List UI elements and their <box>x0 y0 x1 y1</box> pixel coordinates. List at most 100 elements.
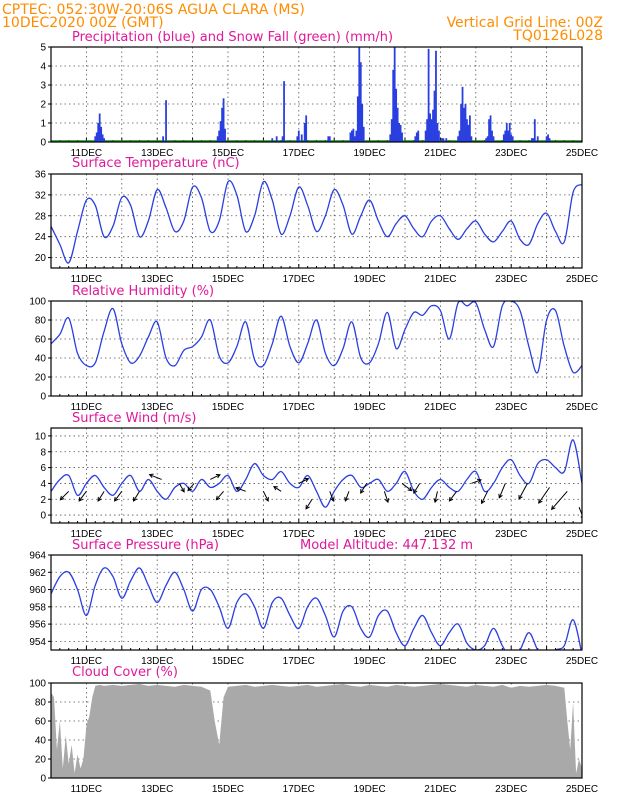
humidity-ytick-label: 100 <box>29 297 46 308</box>
cloud-xtick-label: 23DEC <box>495 784 527 795</box>
pressure-frame <box>50 554 583 651</box>
pressure-xtick-label: 23DEC <box>495 656 527 667</box>
wind-panel: Surface Wind (m/s) 0 2 4 6 8 10 11DEC 13DEC 15DEC… <box>35 411 598 540</box>
precip-bar <box>432 109 434 142</box>
precip-bar <box>436 123 439 142</box>
precip-ytick-label: 3 <box>40 81 46 92</box>
wind-xtick-label: 23DEC <box>495 529 527 540</box>
precip-bar <box>504 130 507 142</box>
precip-bar <box>218 130 221 142</box>
temperature-ytick-label: 28 <box>35 211 47 222</box>
precip-bar <box>536 136 539 142</box>
precip-bar <box>491 130 493 142</box>
cloud-ytick-label: 20 <box>35 755 47 766</box>
precip-bar <box>349 132 352 142</box>
cloud-cover-area <box>51 684 582 778</box>
temperature-title: Surface Temperature (nC) <box>72 156 240 171</box>
precip-xtick-label: 23DEC <box>495 148 527 159</box>
wind-vector-arrow <box>187 483 195 492</box>
wind-vector-arrow <box>132 491 140 502</box>
wind-vector-arrow <box>78 491 87 502</box>
precip-bar <box>221 107 223 142</box>
humidity-ytick-label: 80 <box>35 316 47 327</box>
humidity-xtick-label: 13DEC <box>141 402 173 413</box>
wind-xtick-label: 15DEC <box>212 529 244 540</box>
precip-xtick-label: 19DEC <box>353 148 385 159</box>
precip-bar <box>461 86 464 142</box>
pressure-plot-area <box>51 567 582 650</box>
precip-bar <box>361 104 364 142</box>
grid-note-header: Vertical Grid Line: 00Z <box>447 15 603 31</box>
wind-title: Surface Wind (m/s) <box>72 411 196 426</box>
cloud-xtick-label: 17DEC <box>283 784 315 795</box>
cloud-xtick-label: 25DEC <box>566 784 598 795</box>
wind-frame <box>50 427 583 524</box>
precip-bar <box>427 48 430 142</box>
precip-bar <box>296 136 299 142</box>
wind-vector-arrow <box>210 474 221 480</box>
humidity-xtick-label: 19DEC <box>353 402 385 413</box>
pressure-ytick-label: 956 <box>29 620 46 631</box>
cloud-xtick-label: 13DEC <box>141 784 173 795</box>
precip-bar <box>398 123 400 142</box>
precip-bar <box>353 136 356 142</box>
temperature-ytick-label: 36 <box>35 170 47 181</box>
temperature-xtick-label: 25DEC <box>566 274 598 285</box>
precip-bar <box>511 136 514 142</box>
precip-bar <box>358 47 361 142</box>
precip-bar <box>433 90 436 142</box>
precip-bar <box>430 119 433 142</box>
precip-bar <box>429 113 431 142</box>
precip-bar <box>271 138 274 142</box>
precip-bar <box>103 138 105 142</box>
wind-vector-arrow <box>498 483 506 499</box>
pressure-title: Surface Pressure (hPa) <box>72 538 219 553</box>
wind-vector-arrow <box>113 491 123 502</box>
precip-bar <box>470 136 473 142</box>
precip-bar <box>530 138 533 142</box>
humidity-xtick-label: 23DEC <box>495 402 527 413</box>
wind-ytick-label: 8 <box>40 447 46 458</box>
precip-bar <box>399 124 402 142</box>
precip-bar <box>216 136 219 142</box>
precip-bar <box>435 50 437 142</box>
humidity-xtick-label: 15DEC <box>212 402 244 413</box>
precip-bar <box>283 81 285 142</box>
precip-bar <box>442 138 445 142</box>
precip-bar <box>281 136 284 142</box>
humidity-xtick-label: 11DEC <box>71 402 103 413</box>
humidity-panel: Relative Humidity (%) 0 20 40 60 80 100 11DEC 13… <box>29 284 598 413</box>
humidity-ytick-label: 40 <box>35 354 47 365</box>
precip-bar <box>162 136 164 142</box>
precip-bar <box>101 134 104 142</box>
precip-bar <box>94 136 97 142</box>
humidity-xtick-label: 17DEC <box>283 402 315 413</box>
model-code-header: TQ0126L028 <box>512 28 603 44</box>
temperature-ytick-label: 32 <box>35 190 47 201</box>
wind-vector-arrow <box>448 491 458 502</box>
wind-ytick-label: 4 <box>40 479 46 490</box>
temperature-xtick-label: 15DEC <box>212 274 244 285</box>
pressure-ytick-label: 958 <box>29 602 46 613</box>
precip-bar <box>463 107 465 142</box>
precip-xtick-label: 25DEC <box>566 148 598 159</box>
precip-bar <box>458 130 461 142</box>
wind-vector-arrow <box>178 483 185 493</box>
pressure-xtick-label: 17DEC <box>283 656 315 667</box>
wind-vector-arrow <box>262 491 269 502</box>
precip-bar <box>548 138 551 142</box>
cloud-xtick-label: 21DEC <box>424 784 456 795</box>
precip-bar <box>486 136 489 142</box>
precip-bar <box>395 88 398 142</box>
wind-plot-area <box>51 439 582 519</box>
cloud-title: Cloud Cover (%) <box>72 665 178 680</box>
precip-xtick-label: 17DEC <box>283 148 315 159</box>
humidity-frame <box>50 300 583 397</box>
precip-plot-area <box>51 47 582 142</box>
wind-vector-arrow <box>471 478 482 484</box>
precip-bar <box>469 115 471 142</box>
wind-series-line <box>51 439 582 508</box>
precip-bar <box>224 128 226 142</box>
temperature-series-line <box>51 180 582 264</box>
precip-bar <box>303 123 306 142</box>
